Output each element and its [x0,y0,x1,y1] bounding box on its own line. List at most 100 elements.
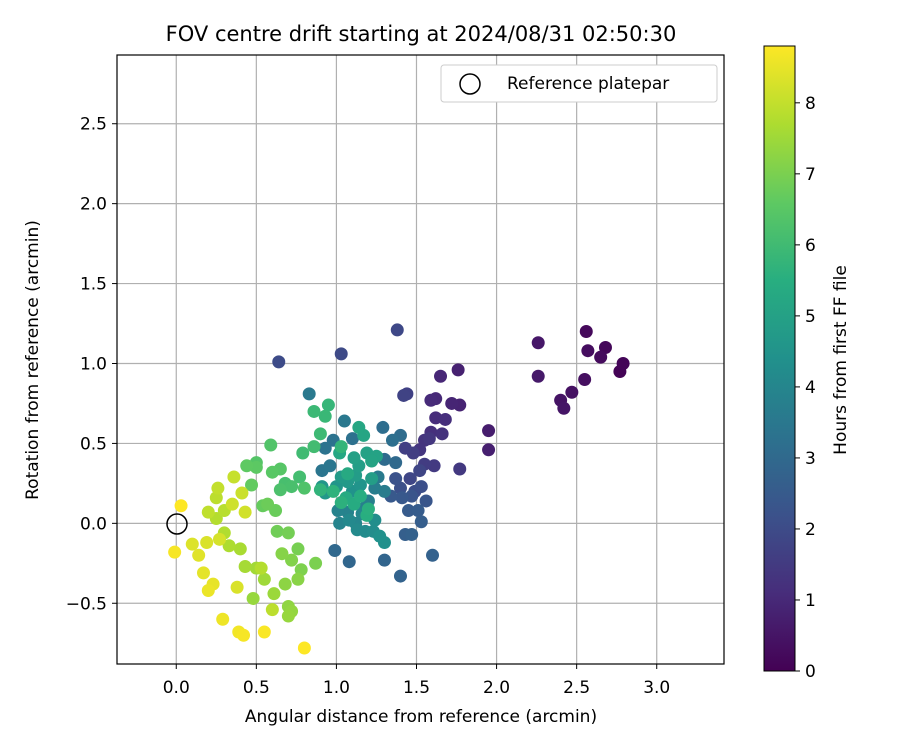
data-point [235,486,249,500]
data-point [397,388,411,402]
data-point [281,609,295,623]
data-point [334,496,348,510]
x-tick-label: 0.5 [243,678,270,698]
data-point [531,369,545,383]
data-point [213,532,227,546]
data-point [318,409,332,423]
data-point [414,515,428,529]
data-point [424,393,438,407]
data-point [281,526,295,540]
data-point [245,478,259,492]
data-point [482,443,496,457]
data-point [373,529,387,543]
chart-title: FOV centre drift starting at 2024/08/31 … [166,22,677,46]
data-point [307,404,321,418]
data-point [438,412,452,426]
data-point [238,505,252,519]
data-point [482,424,496,438]
colorbar-tick-label: 4 [805,378,816,398]
data-point [313,427,327,441]
data-point [272,355,286,369]
data-point [326,484,340,498]
colorbar-tick-label: 8 [805,94,816,114]
data-point [414,480,428,494]
data-point [249,460,263,474]
data-point [285,553,299,567]
data-point [398,441,412,455]
data-point [237,628,251,642]
data-point [531,336,545,350]
data-point [581,344,595,358]
data-point [196,566,210,580]
data-point [393,569,407,583]
data-point [411,504,425,518]
data-point [337,414,351,428]
x-axis-label: Angular distance from reference (arcmin) [245,707,597,727]
data-point [227,470,241,484]
data-point [401,504,415,518]
data-point [345,432,359,446]
data-point [323,459,337,473]
colorbar-tick-label: 2 [805,520,816,540]
data-point [278,577,292,591]
data-point [334,347,348,361]
data-point [445,396,459,410]
data-point [347,451,361,465]
y-axis-ticks: −0.5 0.0 0.5 1.0 1.5 2.0 2.5 [66,115,117,614]
data-point [270,524,284,538]
data-point [453,462,467,476]
data-point [389,472,403,486]
x-tick-label: 2.0 [483,678,510,698]
data-point [328,544,342,558]
legend-marker-icon [459,73,481,95]
y-tick-label: −0.5 [66,594,107,614]
data-point [419,494,433,508]
data-point [309,556,323,570]
data-point [211,481,225,495]
legend-box [440,64,718,103]
y-axis-label: Rotation from reference (arcmin) [23,220,43,500]
data-point [342,555,356,569]
data-point [405,489,419,503]
colorbar-ticks: 0 1 2 3 4 5 6 7 8 [795,94,816,682]
x-tick-label: 0.0 [163,678,190,698]
y-tick-label: 2.5 [80,115,107,135]
plot-frame [116,54,725,665]
data-point [307,440,321,454]
data-point [434,369,448,383]
data-point [413,464,427,478]
data-point [361,502,375,516]
data-point [273,483,287,497]
colorbar-tick-label: 5 [805,307,816,327]
data-point [222,539,236,553]
y-tick-label: 2.0 [80,195,107,215]
data-point [435,427,449,441]
data-points [168,323,630,655]
legend: Reference platepar [440,64,718,103]
data-point [557,401,571,415]
data-point [275,547,289,561]
colorbar-tick-label: 1 [805,591,816,611]
data-point [341,467,355,481]
data-point [168,545,182,559]
y-tick-label: 0.5 [80,434,107,454]
data-point [451,363,465,377]
data-point [297,481,311,495]
data-point [246,591,260,605]
reference-point-marker [166,513,188,535]
x-tick-label: 1.5 [403,678,430,698]
x-axis-ticks: 0.0 0.5 1.0 1.5 2.0 2.5 3.0 [163,664,670,698]
data-point [265,465,279,479]
data-point [578,372,592,386]
data-point [313,483,327,497]
data-point [393,481,407,495]
data-point [385,433,399,447]
x-tick-label: 1.0 [323,678,350,698]
data-point [616,356,630,370]
data-point [265,603,279,617]
data-point [598,341,612,355]
x-tick-label: 3.0 [643,678,670,698]
legend-label: Reference platepar [507,74,669,94]
data-point [565,385,579,399]
